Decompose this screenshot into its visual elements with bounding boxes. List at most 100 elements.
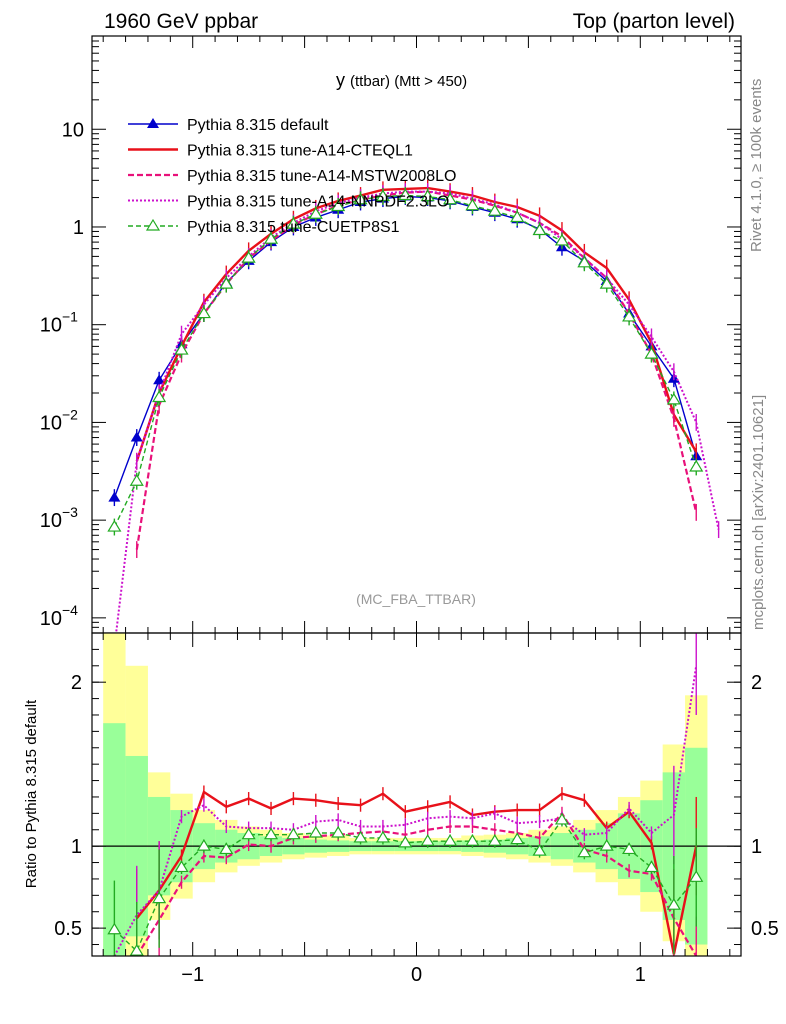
legend-entry: Pythia 8.315 default — [128, 117, 329, 134]
legend-marker — [145, 218, 161, 231]
main-series-line — [113, 195, 697, 498]
ratio-point-marker — [375, 830, 390, 843]
main-point-marker — [153, 374, 166, 385]
main-point-marker — [465, 198, 480, 211]
header-right: Top (parton level) — [573, 10, 735, 33]
plot-title: y (ttbar) (Mtt > 450) — [336, 70, 467, 90]
ratio-point-marker — [107, 922, 122, 935]
legend-label: Pythia 8.315 tune-A14-CTEQL1 — [187, 143, 413, 160]
main-point-marker — [666, 392, 681, 405]
main-point-marker — [599, 276, 614, 289]
main-ytick-label: 10 — [40, 608, 62, 630]
ratio-point-marker — [263, 827, 279, 840]
ratio-point-marker — [331, 825, 346, 838]
ratio-series-layer — [107, 633, 704, 957]
legend: Pythia 8.315 default Pythia 8.315 tune-A1… — [128, 117, 456, 236]
ratio-point-marker — [353, 830, 368, 843]
ratio-point-marker — [487, 834, 502, 846]
ratio-xtick-label: 0 — [411, 964, 422, 986]
ratio-uncertainty-bands — [92, 633, 741, 956]
ratio-point-marker — [129, 943, 144, 956]
ratio-point-marker — [510, 832, 525, 845]
main-point-marker — [130, 431, 143, 442]
ratio-point-marker — [152, 891, 167, 904]
main-point-marker — [689, 459, 704, 472]
legend-label: Pythia 8.315 tune-A14-NNPDF2.3LO — [187, 194, 449, 211]
ratio-series-3 — [107, 812, 704, 956]
legend-label: Pythia 8.315 default — [187, 117, 329, 134]
main-point-marker — [152, 390, 167, 403]
ratio-point-marker — [599, 838, 614, 851]
legend-label: Pythia 8.315 tune-A14-MSTW2008LO — [187, 168, 456, 185]
main-ytick-label: 10 — [62, 119, 84, 141]
ratio-point-marker — [398, 835, 413, 848]
main-point-marker — [241, 250, 256, 263]
main-series-line — [135, 186, 698, 462]
ratio-point-marker — [689, 870, 704, 882]
mcplots-label: mcplots.cern.ch [arXiv:2401.10621] — [750, 395, 767, 630]
main-point-marker — [286, 216, 301, 229]
main-series-line — [113, 194, 697, 528]
ratio-point-marker — [532, 843, 547, 856]
main-series-2 — [135, 183, 698, 558]
ratio-series-line — [113, 665, 698, 957]
ratio-point-marker — [420, 834, 435, 846]
main-ytick-label: 1 — [73, 217, 84, 239]
ratio-ytick-label: 0.5 — [54, 918, 82, 940]
header-left: 1960 GeV ppbar — [104, 10, 258, 33]
main-ytick-exponent: −1 — [62, 309, 78, 325]
legend-label: Pythia 8.315 tune-CUETP8S1 — [187, 219, 400, 236]
main-point-marker — [375, 189, 390, 202]
ratio-point-marker — [644, 860, 659, 873]
ratio-point-marker — [443, 834, 458, 846]
main-point-marker — [129, 474, 144, 486]
ratio-point-marker — [196, 838, 211, 851]
main-point-marker — [420, 189, 435, 202]
ratio-point-marker — [241, 827, 256, 840]
main-ytick-label: 10 — [40, 412, 62, 434]
ratio-ytick-label-right: 0.5 — [751, 918, 779, 940]
ratio-plot-panel: 2 2 1 1 0.5 0.5 −1 0 1 Ratio to Pythia 8.315 def… — [23, 632, 779, 986]
main-ytick-label: 10 — [40, 510, 62, 532]
main-point-marker — [353, 192, 368, 205]
main-point-marker — [196, 306, 211, 319]
main-ytick-exponent: −4 — [62, 602, 78, 618]
main-point-marker — [487, 204, 502, 216]
analysis-watermark: (MC_FBA_TTBAR) — [356, 591, 476, 607]
ratio-point-marker — [465, 834, 480, 846]
ratio-ytick-label: 2 — [71, 672, 82, 694]
main-series-4 — [107, 187, 704, 536]
main-point-marker — [644, 346, 659, 359]
ratio-axes: 2 2 1 1 0.5 0.5 −1 0 1 — [54, 633, 779, 986]
main-point-marker — [174, 342, 189, 355]
ratio-point-marker — [174, 860, 189, 873]
ratio-point-marker — [577, 845, 592, 858]
main-ytick-exponent: −2 — [62, 406, 78, 422]
legend-entry: Pythia 8.315 tune-CUETP8S1 — [128, 218, 400, 236]
ratio-point-marker — [622, 842, 637, 855]
ratio-series-2 — [113, 633, 698, 957]
main-point-marker — [510, 210, 525, 223]
main-point-marker — [398, 188, 413, 201]
main-point-marker — [219, 276, 234, 289]
ratio-xtick-label: 1 — [635, 964, 646, 986]
main-series-line — [113, 190, 720, 648]
main-point-marker — [107, 519, 122, 532]
ratio-point-marker — [219, 842, 234, 855]
legend-entry: Pythia 8.315 tune-A14-CTEQL1 — [128, 143, 413, 160]
rivet-label: Rivet 4.1.0, ≥ 100k events — [748, 79, 765, 252]
main-point-marker — [108, 491, 121, 502]
ratio-ytick-label-right: 2 — [751, 672, 762, 694]
ratio-point-marker — [666, 898, 681, 910]
main-point-marker — [622, 309, 637, 322]
legend-entry: Pythia 8.315 tune-A14-NNPDF2.3LO — [128, 194, 449, 211]
main-point-marker — [263, 232, 279, 244]
main-point-marker — [331, 199, 346, 212]
legend-entry: Pythia 8.315 tune-A14-MSTW2008LO — [128, 168, 456, 185]
main-series-3 — [113, 183, 720, 648]
ratio-ytick-label-right: 1 — [751, 836, 762, 858]
ratio-point-marker — [286, 827, 301, 840]
